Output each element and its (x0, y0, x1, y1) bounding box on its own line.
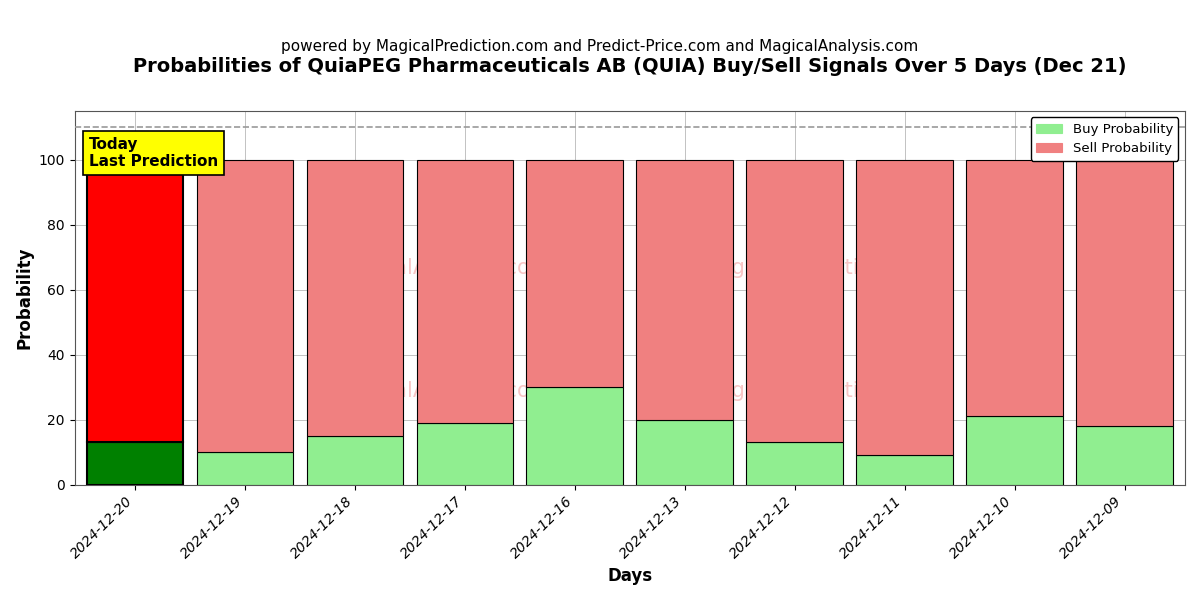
Bar (1076, 160, 1172, 426)
Text: MagicalPrediction.com: MagicalPrediction.com (701, 258, 936, 278)
Bar (197, 452, 294, 485)
Title: Probabilities of QuiaPEG Pharmaceuticals AB (QUIA) Buy/Sell Signals Over 5 Days : Probabilities of QuiaPEG Pharmaceuticals… (133, 57, 1127, 76)
Bar (857, 160, 953, 455)
Bar (527, 160, 623, 387)
Text: MagicalPrediction.com: MagicalPrediction.com (701, 381, 936, 401)
Bar (966, 160, 1063, 416)
Bar (527, 387, 623, 485)
Legend: Buy Probability, Sell Probability: Buy Probability, Sell Probability (1031, 118, 1178, 161)
Bar (307, 160, 403, 436)
X-axis label: Days: Days (607, 567, 653, 585)
Text: MagicalAnalysis.com: MagicalAnalysis.com (332, 381, 550, 401)
Text: MagicalAnalysis.com: MagicalAnalysis.com (332, 258, 550, 278)
Bar (746, 442, 844, 485)
Bar (86, 442, 184, 485)
Bar (416, 423, 514, 485)
Bar (416, 160, 514, 423)
Text: Today
Last Prediction: Today Last Prediction (89, 137, 218, 169)
Bar (636, 160, 733, 419)
Bar (966, 416, 1063, 485)
Bar (307, 436, 403, 485)
Bar (197, 160, 294, 452)
Bar (746, 160, 844, 442)
Bar (86, 160, 184, 442)
Bar (636, 419, 733, 485)
Y-axis label: Probability: Probability (16, 247, 34, 349)
Text: powered by MagicalPrediction.com and Predict-Price.com and MagicalAnalysis.com: powered by MagicalPrediction.com and Pre… (281, 39, 919, 54)
Bar (857, 455, 953, 485)
Bar (1076, 426, 1172, 485)
